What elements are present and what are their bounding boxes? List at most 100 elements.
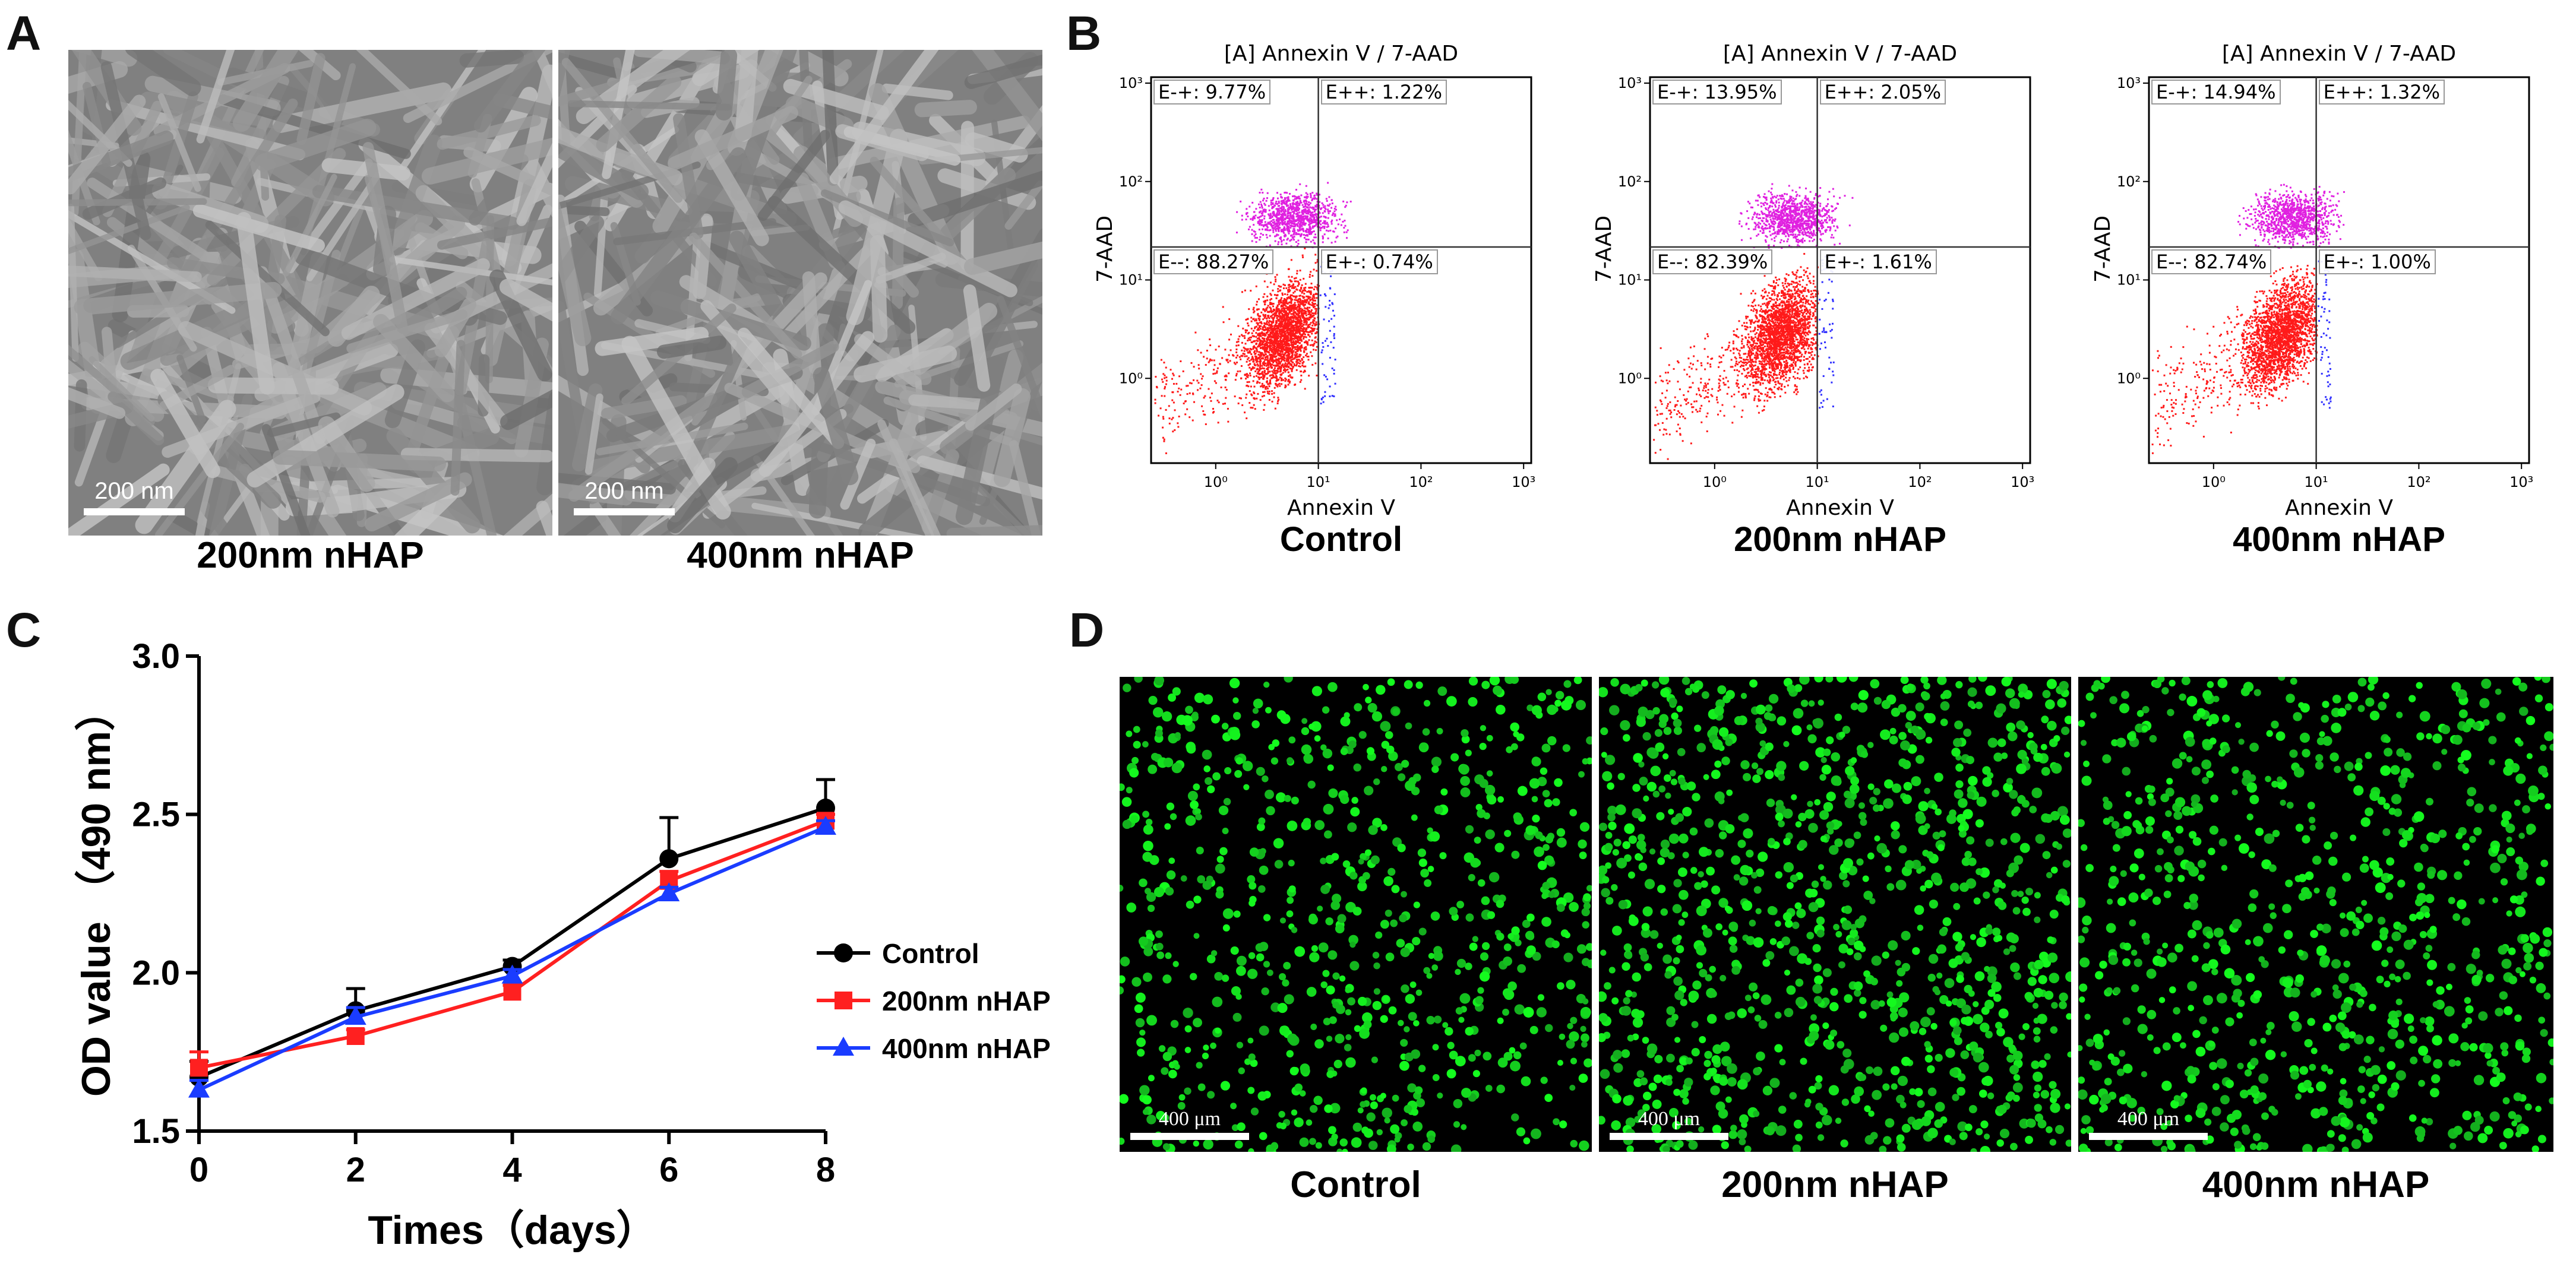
event-dot-dead bbox=[1313, 198, 1316, 200]
event-dot-live bbox=[1804, 317, 1806, 319]
event-dot-live bbox=[1264, 349, 1266, 351]
event-dot-live bbox=[1263, 374, 1266, 376]
event-dot-live bbox=[1259, 318, 1261, 320]
event-dot-live bbox=[1162, 426, 1164, 429]
event-dot-live bbox=[1308, 291, 1310, 293]
event-dot-live bbox=[1259, 345, 1261, 347]
event-dot-live bbox=[1778, 305, 1781, 307]
event-dot-live bbox=[1282, 305, 1284, 308]
event-dot-live bbox=[1284, 338, 1286, 340]
event-dot-dead bbox=[1251, 201, 1254, 204]
event-dot-dead bbox=[1257, 221, 1259, 223]
event-dot-live bbox=[1665, 407, 1668, 409]
event-dot-dead bbox=[1327, 182, 1329, 184]
event-dot-early bbox=[1333, 337, 1336, 340]
event-dot-live bbox=[1272, 331, 1274, 334]
event-dot-live bbox=[1277, 340, 1279, 342]
event-dot-live bbox=[1171, 399, 1174, 401]
event-dot-live bbox=[1316, 297, 1318, 299]
event-dot-dead bbox=[1311, 231, 1313, 233]
event-dot-dead bbox=[1306, 195, 1308, 198]
event-dot-live bbox=[1233, 362, 1235, 364]
event-dot-live bbox=[1271, 370, 1273, 372]
event-dot-live bbox=[1805, 313, 1807, 315]
event-dot-live bbox=[1314, 349, 1317, 351]
event-dot-live bbox=[1258, 325, 1260, 327]
event-dot-live bbox=[1782, 329, 1785, 331]
event-dot-live bbox=[1263, 332, 1266, 335]
event-dot-live bbox=[1254, 408, 1256, 410]
event-dot-live bbox=[1686, 373, 1688, 376]
event-dot-live bbox=[1284, 352, 1287, 354]
event-dot-live bbox=[1271, 316, 1273, 319]
event-dot-live bbox=[1294, 365, 1296, 367]
event-dot-live bbox=[1282, 330, 1284, 332]
event-dot-live bbox=[1800, 333, 1802, 335]
event-dot-live bbox=[1306, 356, 1308, 358]
event-dot-live bbox=[1263, 404, 1266, 406]
event-dot-live bbox=[1752, 385, 1755, 387]
event-dot-live bbox=[1281, 351, 1284, 353]
event-dot-live bbox=[1744, 325, 1746, 328]
event-dot-dead bbox=[1336, 219, 1338, 221]
event-dot-live bbox=[1300, 323, 1302, 325]
event-dot-live bbox=[1288, 318, 1290, 321]
event-dot-live bbox=[1769, 340, 1771, 343]
event-dot-live bbox=[1286, 331, 1288, 334]
event-dot-live bbox=[1256, 340, 1258, 342]
event-dot-dead bbox=[1257, 217, 1260, 219]
event-dot-dead bbox=[1341, 213, 1343, 216]
event-dot-live bbox=[1298, 304, 1301, 306]
event-dot-dead bbox=[1330, 242, 1333, 244]
event-dot-dead bbox=[1323, 220, 1326, 222]
event-dot-live bbox=[1259, 325, 1262, 327]
event-dot-live bbox=[1265, 342, 1268, 344]
event-dot-live bbox=[1784, 342, 1786, 344]
event-dot-dead bbox=[1308, 204, 1310, 206]
event-dot-dead bbox=[1266, 223, 1268, 226]
event-dot-live bbox=[1794, 309, 1796, 312]
event-dot-dead bbox=[1304, 215, 1307, 217]
event-dot-dead bbox=[1259, 201, 1262, 203]
event-dot-live bbox=[1288, 310, 1291, 312]
event-dot-live bbox=[1764, 312, 1766, 315]
event-dot-live bbox=[1291, 368, 1294, 370]
event-dot-dead bbox=[1274, 240, 1276, 242]
event-dot-live bbox=[1255, 318, 1257, 321]
scale-bar-label: 200 nm bbox=[584, 478, 664, 504]
event-dot-live bbox=[1262, 357, 1264, 360]
event-dot-dead bbox=[1277, 208, 1279, 210]
event-dot-live bbox=[1226, 359, 1228, 362]
event-dot-dead bbox=[1335, 227, 1337, 230]
event-dot-live bbox=[1767, 303, 1769, 306]
event-dot-live bbox=[1299, 330, 1301, 332]
event-dot-dead bbox=[1254, 233, 1257, 235]
event-dot-dead bbox=[1300, 224, 1302, 227]
event-dot-dead bbox=[1295, 233, 1298, 235]
event-dot-live bbox=[1300, 324, 1302, 327]
event-dot-dead bbox=[1286, 224, 1288, 226]
event-dot-dead bbox=[1303, 199, 1306, 202]
event-dot-live bbox=[1266, 299, 1269, 302]
event-dot-live bbox=[1292, 351, 1294, 353]
event-dot-live bbox=[1699, 407, 1702, 410]
event-dot-live bbox=[1786, 341, 1788, 343]
event-dot-live bbox=[1255, 335, 1257, 338]
event-dot-live bbox=[1784, 337, 1787, 340]
event-dot-live bbox=[1801, 309, 1803, 312]
event-dot-dead bbox=[1326, 221, 1328, 224]
event-dot-live bbox=[1771, 328, 1773, 331]
event-dot-live bbox=[1753, 370, 1756, 373]
event-dot-live bbox=[1289, 337, 1292, 339]
event-dot-dead bbox=[1260, 220, 1263, 222]
event-dot-live bbox=[1282, 363, 1284, 366]
scale-bar bbox=[574, 508, 675, 515]
event-dot-live bbox=[1259, 399, 1262, 401]
event-dot-dead bbox=[1323, 233, 1326, 236]
event-dot-dead bbox=[1266, 236, 1268, 239]
event-dot-live bbox=[1796, 286, 1798, 288]
event-dot-live bbox=[1305, 336, 1307, 338]
event-dot-live bbox=[1659, 413, 1661, 415]
event-dot-live bbox=[1305, 354, 1307, 357]
event-dot-live bbox=[1734, 365, 1737, 367]
